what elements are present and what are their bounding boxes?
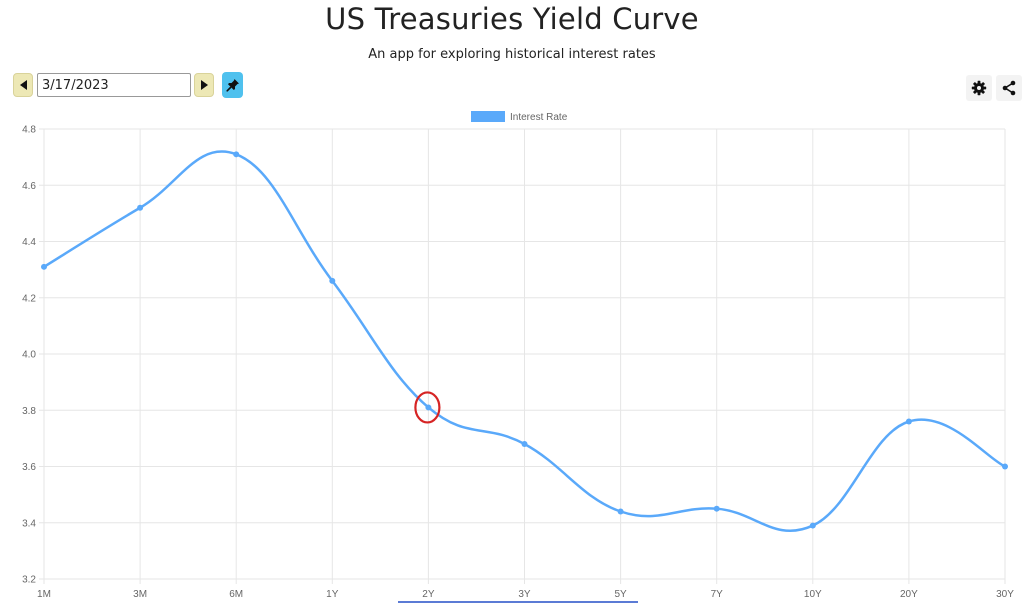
x-tick-label: 3M bbox=[133, 589, 147, 600]
y-tick-label: 3.4 bbox=[22, 518, 36, 529]
y-tick-label: 4.0 bbox=[22, 350, 36, 361]
gear-icon bbox=[971, 80, 987, 96]
pin-button[interactable] bbox=[222, 72, 243, 98]
y-tick-label: 3.8 bbox=[22, 406, 36, 417]
x-tick-label: 3Y bbox=[518, 589, 531, 600]
y-tick-label: 4.4 bbox=[22, 237, 36, 248]
y-tick-label: 3.6 bbox=[22, 462, 36, 473]
legend-label[interactable]: Interest Rate bbox=[510, 112, 568, 123]
y-tick-label: 4.2 bbox=[22, 293, 36, 304]
data-point-30y[interactable] bbox=[1002, 463, 1008, 470]
x-tick-label: 7Y bbox=[711, 589, 724, 600]
data-point-20y[interactable] bbox=[905, 418, 912, 425]
data-point-5y[interactable] bbox=[617, 508, 624, 515]
data-point-10y[interactable] bbox=[809, 522, 816, 529]
page-subtitle: An app for exploring historical interest… bbox=[368, 47, 656, 62]
legend-swatch[interactable] bbox=[471, 111, 505, 122]
page-title: US Treasuries Yield Curve bbox=[325, 2, 699, 36]
data-point-3y[interactable] bbox=[521, 441, 528, 447]
data-point-1y[interactable] bbox=[329, 277, 336, 284]
triangle-left-icon bbox=[19, 80, 27, 90]
data-point-3m[interactable] bbox=[137, 204, 144, 211]
x-tick-label: 30Y bbox=[996, 589, 1014, 600]
data-point-2y[interactable] bbox=[425, 404, 432, 411]
next-date-button[interactable] bbox=[194, 73, 214, 97]
x-tick-label: 1Y bbox=[326, 589, 339, 600]
y-tick-label: 3.2 bbox=[22, 575, 36, 586]
x-tick-label: 20Y bbox=[900, 589, 918, 600]
highlight-marker bbox=[414, 391, 441, 424]
x-tick-label: 10Y bbox=[804, 589, 822, 600]
data-point-6m[interactable] bbox=[233, 151, 240, 158]
share-button[interactable] bbox=[996, 75, 1022, 101]
y-tick-label: 4.8 bbox=[22, 125, 36, 136]
settings-button[interactable] bbox=[966, 75, 992, 101]
x-tick-label: 5Y bbox=[614, 589, 627, 600]
data-point-7y[interactable] bbox=[713, 505, 720, 512]
data-point-1m[interactable] bbox=[41, 263, 47, 270]
share-icon bbox=[1002, 80, 1016, 96]
previous-date-button[interactable] bbox=[13, 73, 33, 97]
y-tick-label: 4.6 bbox=[22, 181, 36, 192]
x-tick-label: 2Y bbox=[422, 589, 435, 600]
x-tick-label: 6M bbox=[229, 589, 243, 600]
scroll-indicator bbox=[398, 601, 638, 603]
pin-icon bbox=[225, 79, 239, 92]
date-input[interactable] bbox=[37, 73, 191, 97]
triangle-right-icon bbox=[200, 80, 208, 90]
x-tick-label: 1M bbox=[37, 589, 51, 600]
